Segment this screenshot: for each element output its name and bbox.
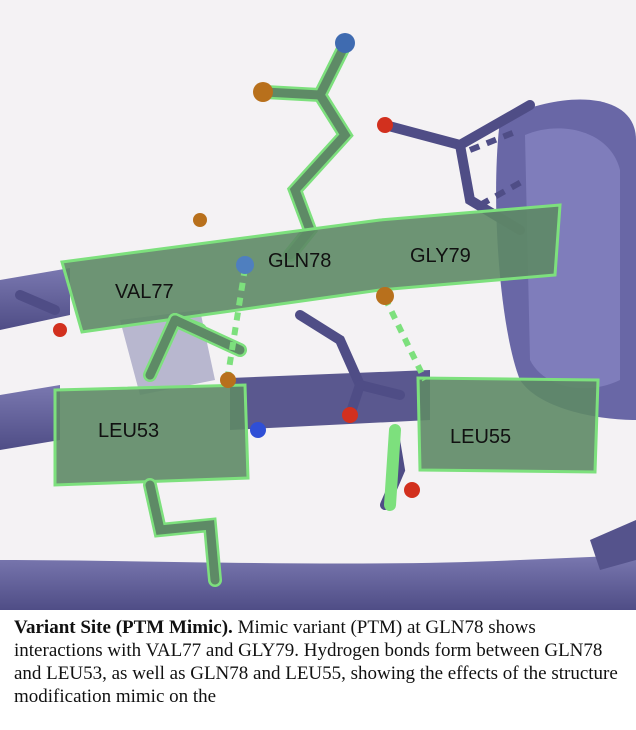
figure-caption: Variant Site (PTM Mimic). Mimic variant … xyxy=(14,616,626,708)
carbonyl-atom xyxy=(193,213,207,227)
caption-body: Mimic variant (PTM) at GLN78 shows inter… xyxy=(14,617,618,707)
oxygen-atom xyxy=(376,287,394,305)
hbond-dashes-background xyxy=(468,127,527,208)
label-gln78: GLN78 xyxy=(268,250,331,272)
nitrogen-atom xyxy=(335,33,355,53)
oxygen-atom xyxy=(53,323,67,337)
nitrogen-atom xyxy=(236,256,254,274)
strand-val77-gly79 xyxy=(60,203,562,334)
label-val77: VAL77 xyxy=(115,281,174,303)
label-leu53: LEU53 xyxy=(98,420,159,442)
hbond-gln78-leu55 xyxy=(382,296,428,382)
leu55-sidechain xyxy=(384,424,401,511)
ribbon-backbone xyxy=(0,99,636,610)
oxygen-atom xyxy=(342,407,358,423)
caption-title: Variant Site (PTM Mimic). xyxy=(14,617,233,638)
oxygen-atom xyxy=(253,82,273,102)
oxygen-atom xyxy=(404,482,420,498)
strand-leu55 xyxy=(416,376,600,474)
oxygen-atom xyxy=(220,372,236,388)
label-gly79: GLY79 xyxy=(410,245,471,267)
hbond-gln78-leu53 xyxy=(225,267,248,376)
structure-render: VAL77 GLN78 GLY79 LEU53 LEU55 xyxy=(0,33,636,610)
oxygen-atom xyxy=(377,117,393,133)
label-leu55: LEU55 xyxy=(450,426,511,448)
protein-structure-figure: VAL77 GLN78 GLY79 LEU53 LEU55 xyxy=(0,0,636,610)
strand-leu53 xyxy=(53,383,250,487)
nitrogen-atom xyxy=(250,422,266,438)
